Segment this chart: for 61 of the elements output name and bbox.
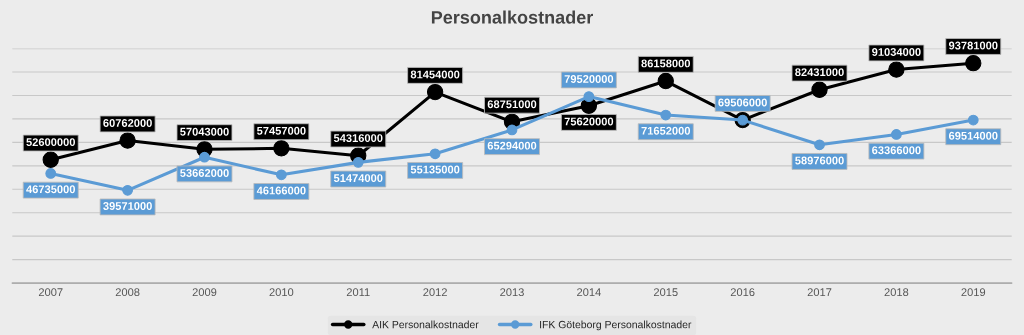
data-label: 75620000 (564, 117, 614, 126)
x-tick-label: 2007 (38, 288, 63, 297)
data-label: 52600000 (26, 138, 75, 147)
point (967, 114, 979, 126)
point (965, 55, 982, 72)
data-label: 93781000 (948, 41, 998, 50)
data-label: 53662000 (180, 169, 229, 177)
data-label: 86158000 (641, 59, 691, 68)
data-label: 57043000 (180, 127, 229, 136)
point (275, 169, 287, 181)
data-label: 91034000 (872, 48, 921, 56)
point (583, 91, 595, 102)
point (888, 61, 905, 78)
point (199, 151, 210, 163)
data-label: 63366000 (872, 146, 921, 155)
x-tick-label: 2012 (423, 288, 447, 297)
legend-label: IFK Göteborg Personalkostnader (540, 320, 692, 331)
data-label: 46735000 (26, 185, 75, 194)
data-label: 81454000 (410, 70, 460, 79)
x-tick-label: 2016 (730, 288, 755, 297)
data-label: 69514000 (948, 131, 998, 140)
x-tick-label: 2019 (961, 288, 986, 297)
point (657, 72, 674, 90)
point (426, 83, 444, 101)
point (429, 148, 441, 160)
point (122, 184, 133, 196)
data-label: 57457000 (256, 126, 306, 135)
data-label: 65294000 (487, 141, 537, 150)
data-label: 68751000 (487, 100, 537, 109)
point (506, 124, 518, 136)
point (811, 81, 828, 98)
data-label: 71652000 (641, 126, 691, 135)
point (660, 109, 672, 121)
legend-label: AIK Personalkostnader (372, 320, 479, 329)
point (119, 132, 136, 149)
data-label: 39571000 (103, 202, 152, 210)
x-tick-label: 2013 (500, 288, 524, 297)
point (891, 129, 902, 140)
x-tick-label: 2009 (192, 288, 217, 297)
data-label: 46166000 (256, 186, 306, 195)
data-label: 55135000 (410, 165, 460, 174)
x-tick-label: 2017 (807, 288, 832, 297)
x-tick-label: 2015 (653, 288, 678, 297)
x-tick-label: 2018 (884, 288, 909, 297)
chart-title: Personalkostnader (431, 10, 594, 24)
point (814, 139, 825, 151)
data-label: 51474000 (333, 174, 383, 183)
point (352, 156, 364, 168)
x-tick-label: 2011 (346, 288, 370, 297)
x-tick-label: 2014 (577, 288, 601, 297)
data-label: 58976000 (795, 156, 844, 165)
point (45, 168, 57, 179)
data-label: 69506000 (718, 98, 767, 107)
x-tick-label: 2008 (115, 288, 140, 297)
point (42, 151, 59, 168)
x-tick-label: 2010 (269, 288, 294, 297)
point (273, 140, 290, 157)
data-label: 82431000 (795, 68, 844, 77)
data-label: 60762000 (103, 119, 152, 127)
data-label: 54316000 (333, 134, 383, 143)
data-label: 79520000 (564, 75, 614, 83)
